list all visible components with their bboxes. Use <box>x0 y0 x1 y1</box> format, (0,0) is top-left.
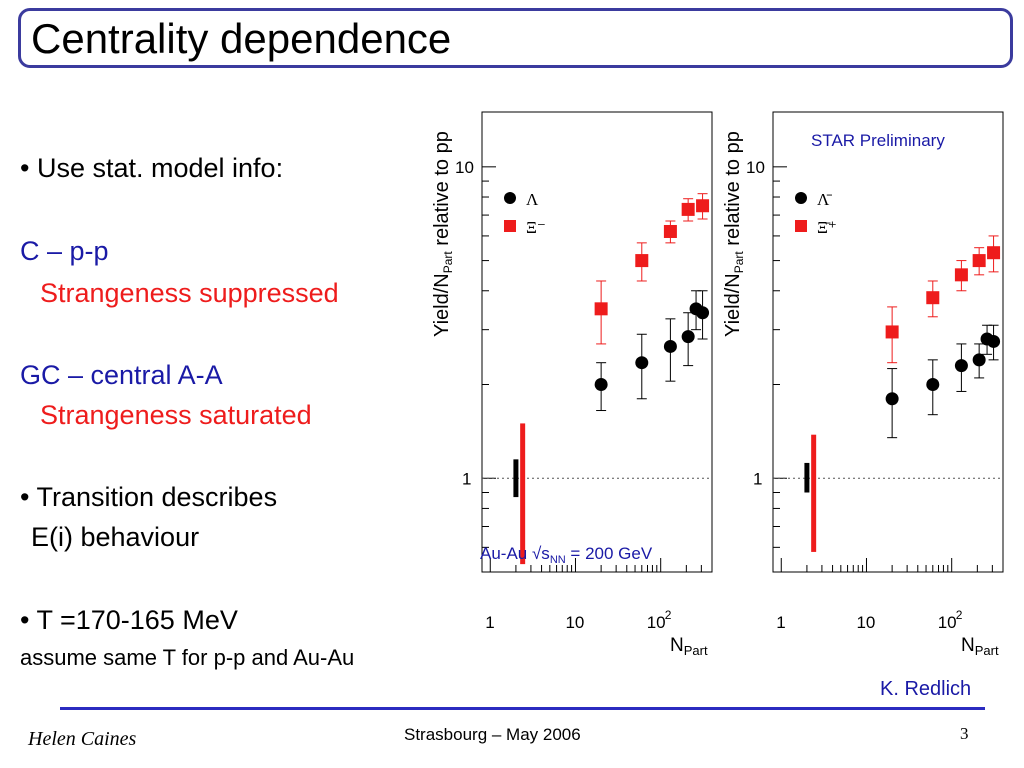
chart1-series-1-point <box>696 306 710 320</box>
chart2-x-tick-label: 10 <box>856 613 875 632</box>
chart1-x-tick-label-exp: 2 <box>665 608 672 622</box>
chart1-y-axis-label: Yield/NPart relative to pp <box>431 131 455 337</box>
chart2-series-2-legend-marker <box>795 220 807 232</box>
footer-author: Helen Caines <box>28 728 137 750</box>
credit: K. Redlich <box>880 678 972 700</box>
chart1-y-tick-label: 1 <box>462 469 471 488</box>
chart2-series-1-legend-label: Λ̄ <box>817 190 832 209</box>
chart2-series-1-point <box>926 378 940 392</box>
chart1-series-2-point <box>696 199 710 213</box>
gc-description: Strangeness saturated <box>40 400 312 430</box>
chart2-y-tick-label: 1 <box>753 469 762 488</box>
chart2-series-1-point <box>972 353 986 367</box>
chart1-x-tick-label: 1 <box>485 613 494 632</box>
c-description: Strangeness suppressed <box>40 278 339 308</box>
footer-event: Strasbourg – May 2006 <box>404 725 581 744</box>
chart2-series-1-syst-bar <box>804 462 810 493</box>
page-number: 3 <box>960 724 969 743</box>
chart1-series-1-point <box>681 330 695 344</box>
chart1-series-2-point <box>663 224 677 238</box>
chart1-annotation: Au-Au √sNN = 200 GeV <box>480 544 653 566</box>
chart1-series-2-legend-label: Ξ⁻ <box>526 218 546 237</box>
chart1-series-1-legend-marker <box>504 192 516 204</box>
page-title: Centrality dependence <box>31 15 452 62</box>
chart2-series-1-point <box>885 392 899 406</box>
chart1-series-2-syst-bar <box>520 423 526 565</box>
chart2-series-1-legend-marker <box>795 192 807 204</box>
chart1-series-1-legend-label: Λ <box>526 190 539 209</box>
chart2-series-2-point <box>954 268 968 282</box>
chart2-series-1-point <box>987 334 1001 348</box>
chart2-series-2-point <box>972 254 986 268</box>
chart2-y-axis-label: Yield/NPart relative to pp <box>722 131 746 337</box>
chart2-series-2-legend-label: Ξ̄⁺ <box>817 218 837 237</box>
chart2-annotation: STAR Preliminary <box>811 131 945 150</box>
bullet-transition-cont: E(i) behaviour <box>31 522 200 552</box>
chart2-x-tick-label-exp: 2 <box>956 608 963 622</box>
bullet-stat-model: • Use stat. model info: <box>20 153 284 183</box>
title-box: Centrality dependence <box>18 8 1013 68</box>
chart1-series-1-point <box>594 378 608 392</box>
chart1-x-axis-label: NPart <box>670 635 708 658</box>
chart2-series-2-syst-bar <box>811 434 817 552</box>
chart1-frame <box>481 111 713 573</box>
chart1-series-2-legend-marker <box>504 220 516 232</box>
c-label: C – p-p <box>20 236 109 266</box>
chart2-x-tick-label: 10 <box>938 613 957 632</box>
chart1-series-1-point <box>635 356 649 370</box>
chart2-x-axis-label: NPart <box>961 635 999 658</box>
chart2-series-2-point <box>987 246 1001 260</box>
chart1-y-tick-label: 10 <box>455 158 474 177</box>
bullet-transition: • Transition describes <box>20 482 278 512</box>
chart1-series-1-point <box>663 339 677 353</box>
gc-label: GC – central A-A <box>20 360 223 390</box>
chart1-series-2-point <box>594 302 608 316</box>
chart1-series-1-syst-bar <box>513 459 519 498</box>
chart2-y-tick-label: 10 <box>746 158 765 177</box>
chart1-x-tick-label: 10 <box>565 613 584 632</box>
chart1-series-2-point <box>635 254 649 268</box>
chart2-series-1-point <box>954 359 968 373</box>
chart2-x-tick-label: 1 <box>776 613 785 632</box>
bullet-temperature: • T =170-165 MeV <box>20 605 238 635</box>
chart1-series-2-point <box>681 202 695 216</box>
chart2-series-2-point <box>926 291 940 305</box>
bullet-temperature-note: assume same T for p-p and Au-Au <box>20 645 355 670</box>
chart1-x-tick-label: 10 <box>647 613 666 632</box>
chart2-series-2-point <box>885 325 899 339</box>
footer-divider <box>60 707 985 710</box>
chart2-frame <box>772 111 1004 573</box>
